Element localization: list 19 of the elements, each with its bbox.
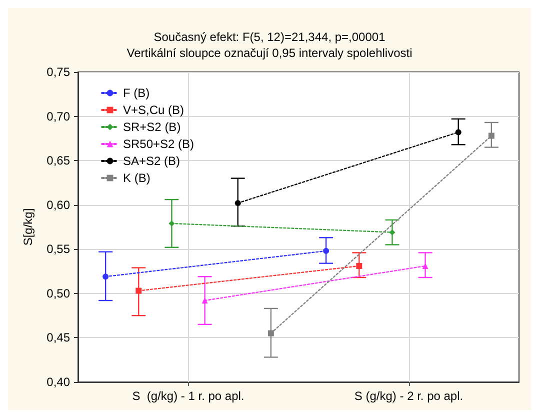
x-tick-label: S (g/kg) - 2 r. po apl. [354,389,464,403]
legend-label: V+S,Cu (B) [123,103,184,117]
x-tick-label: S (g/kg) - 1 r. po apl. [132,389,244,403]
legend-label: SR+S2 (B) [123,120,181,134]
y-tick-label: 0,70 [46,109,70,124]
legend-label: SA+S2 (B) [123,154,180,168]
y-tick-label: 0,40 [46,375,70,389]
y-axis-title: S[g/kg] [21,208,35,246]
y-tick-label: 0,75 [46,65,70,79]
y-tick-label: 0,65 [46,154,70,168]
legend-label: K (B) [123,171,150,185]
legend-label: F (B) [123,86,150,100]
legend-label: SR50+S2 (B) [123,137,194,151]
y-tick-label: 0,45 [46,330,70,345]
y-tick-label: 0,55 [46,242,70,256]
y-tick-label: 0,50 [46,286,70,300]
chart-subtitle: Vertikální sloupce označují 0,95 intervaly spolehlivosti [126,46,412,60]
y-tick-label: 0,60 [46,198,70,212]
chart-title: Současný efekt: F(5, 12)=21,344, p=,00001 [154,30,386,44]
